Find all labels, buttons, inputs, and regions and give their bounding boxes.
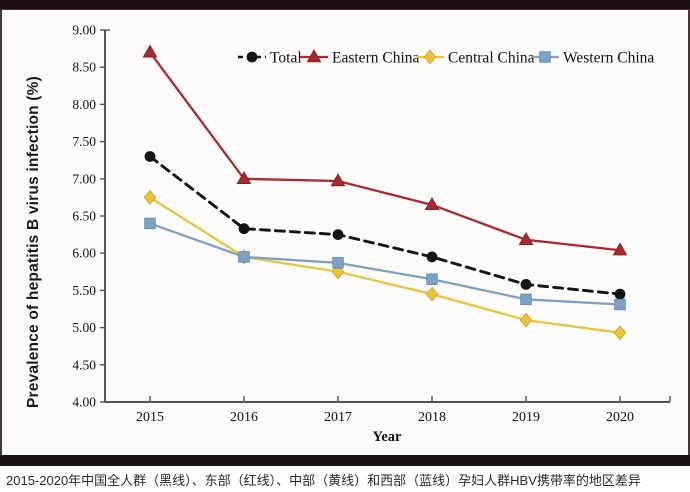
top-border-bar bbox=[0, 0, 690, 10]
data-point-triangle bbox=[518, 231, 534, 246]
line-chart: Prevalence of hepatitis B virus infectio… bbox=[0, 10, 690, 455]
y-tick-label: 6.50 bbox=[72, 209, 96, 224]
legend-label: Total bbox=[270, 50, 302, 67]
chart-svg: Year 9.00 8.50 8.00 7.50 7.00 6.50 6.00 5.50 5.0… bbox=[72, 23, 671, 445]
legend-label: Western China bbox=[563, 50, 654, 67]
legend-label: Eastern China bbox=[332, 50, 419, 67]
y-tick-label: 8.00 bbox=[72, 97, 96, 112]
x-tick-label: 2018 bbox=[418, 410, 446, 425]
data-point-square bbox=[539, 51, 551, 63]
data-point-diamond bbox=[613, 325, 627, 341]
data-point-square bbox=[520, 293, 532, 306]
data-point-circle bbox=[144, 151, 156, 162]
y-tick-label: 8.50 bbox=[72, 60, 96, 75]
caption-strip: 2015-2020年中国全人群（黑线）、东部（红线）、中部（黄线）和西部（蓝线）… bbox=[0, 466, 690, 492]
x-tick-label: 2020 bbox=[606, 410, 634, 425]
data-point-triangle bbox=[236, 170, 252, 185]
y-tick-label: 4.00 bbox=[72, 395, 96, 410]
data-point-diamond bbox=[425, 286, 439, 302]
data-point-triangle bbox=[142, 44, 158, 58]
series-line-total bbox=[148, 155, 622, 296]
x-axis-title: Year bbox=[373, 429, 403, 445]
data-point-circle bbox=[332, 229, 344, 241]
data-point-diamond bbox=[423, 49, 437, 65]
data-point-triangle bbox=[612, 242, 628, 256]
x-tick-label: 2019 bbox=[512, 410, 540, 425]
y-tick-label: 5.00 bbox=[72, 320, 96, 335]
data-point-square bbox=[238, 251, 250, 263]
figure-caption: 2015-2020年中国全人群（黑线）、东部（红线）、中部（黄线）和西部（蓝线）… bbox=[6, 472, 641, 488]
y-tick-label: 6.00 bbox=[72, 246, 96, 261]
x-tick-label: 2016 bbox=[230, 410, 258, 425]
y-tick-label: 4.50 bbox=[72, 357, 96, 372]
data-point-triangle bbox=[424, 197, 440, 211]
data-point-circle bbox=[246, 51, 258, 63]
series-line-western-china bbox=[148, 222, 622, 306]
data-point-triangle bbox=[330, 173, 346, 187]
data-point-diamond bbox=[519, 312, 533, 328]
data-point-square bbox=[332, 257, 344, 269]
x-tick-label: 2017 bbox=[324, 410, 352, 425]
bottom-border-bar bbox=[0, 455, 690, 466]
data-point-circle bbox=[238, 223, 250, 235]
y-tick-label: 9.00 bbox=[72, 23, 96, 38]
data-point-diamond bbox=[143, 189, 157, 205]
series-line-central-china bbox=[148, 196, 622, 334]
data-point-square bbox=[144, 217, 156, 230]
data-point-circle bbox=[614, 288, 626, 300]
data-point-circle bbox=[426, 251, 438, 263]
x-tick-label: 2015 bbox=[136, 410, 164, 425]
data-point-circle bbox=[520, 279, 532, 290]
data-point-square bbox=[426, 273, 438, 285]
data-point-triangle bbox=[306, 49, 322, 63]
legend-label: Central China bbox=[448, 50, 535, 67]
y-tick-label: 7.00 bbox=[72, 171, 96, 186]
y-tick-label: 7.50 bbox=[72, 134, 96, 149]
y-tick-label: 5.50 bbox=[72, 283, 96, 298]
data-point-square bbox=[614, 298, 626, 311]
series-line-eastern-china bbox=[148, 51, 622, 252]
